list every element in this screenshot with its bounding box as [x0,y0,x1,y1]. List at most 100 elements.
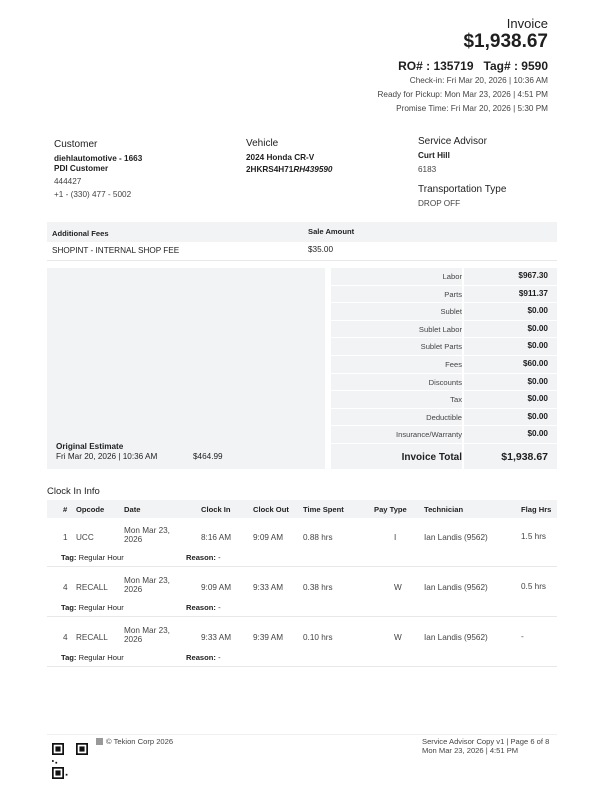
printed-time: Mon Mar 23, 2026 | 4:51 PM [422,746,519,755]
clock-num: 4 [63,583,68,592]
totals-label-cell [331,338,462,355]
totals-value-cell [464,268,557,285]
fees-col-amount: Sale Amount [308,227,355,236]
clock-in: 8:16 AM [201,533,232,542]
clock-num: 1 [63,533,68,542]
totals-value: $60.00 [522,359,548,368]
vehicle-model: 2024 Honda CR-V [246,153,315,162]
clock-spent: 0.88 hrs [303,533,333,542]
tag-value: Regular Hour [78,603,124,612]
clock-tech: Ian Landis (9562) [424,633,488,642]
vehicle-heading: Vehicle [246,138,279,149]
estimate-panel: Original Estimate Fri Mar 20, 2026 | 10:… [47,268,325,469]
customer-heading: Customer [54,139,98,150]
totals-value: $0.00 [527,394,549,404]
clock-opcode: UCC [76,533,94,542]
clock-pay: W [394,633,402,642]
estimate-label: Original Estimate [56,442,124,451]
clock-col-header: # [63,505,68,514]
clock-tech: Ian Landis (9562) [424,583,488,592]
clock-out: 9:09 AM [253,533,284,542]
row-divider [47,616,557,617]
clock-tag: Tag: Regular Hour [61,603,124,612]
vin-prefix: 2HKRS4H71 [246,165,294,174]
qr-code [52,743,88,779]
totals-value-cell [464,356,557,373]
clock-num: 4 [63,633,68,642]
totals-value: $0.00 [527,411,549,421]
tekion-logo-icon [96,738,103,745]
clock-date2: 2026 [124,535,143,544]
copy-page: Service Advisor Copy v1 | Page 6 of 8 [422,737,550,746]
totals-row: Sublet Parts $0.00 [331,338,557,355]
totals-value: $911.37 [518,288,548,298]
reason-value: - [218,653,221,662]
clock-flag: 1.5 hrs [521,532,547,541]
totals-value-cell [464,303,557,320]
tag-number: Tag# : 9590 [483,59,548,73]
totals-value-cell [464,338,557,355]
clock-row: 1 UCC Mon Mar 23, 2026 8:16 AM 9:09 AM 0.88 hr… [47,520,557,567]
totals-value-cell [464,426,557,443]
totals-label-cell [331,303,462,320]
clock-date1: Mon Mar 23, [124,576,170,585]
clock-tag: Tag: Regular Hour [61,653,124,662]
transport-heading: Transportation Type [418,184,507,195]
clock-pay: W [394,583,402,592]
totals-value: $0.00 [527,306,549,316]
totals-value: $0.00 [527,429,549,439]
estimate-date: Fri Mar 20, 2026 | 10:36 AM [56,452,158,461]
clock-col-header: Date [124,505,141,514]
totals-value: $0.00 [527,341,549,351]
clock-tech: Ian Landis (9562) [424,533,488,542]
clock-spent: 0.38 hrs [303,583,333,592]
clock-tag: Tag: Regular Hour [61,553,124,562]
clock-spent: 0.10 hrs [303,633,333,642]
totals-value-cell [464,373,557,391]
totals-value-cell [464,408,557,426]
invoice-total-label: Invoice Total [401,452,462,463]
clock-header: # Opcode Date Clock In Clock Out Time Spent Pa… [47,500,557,518]
invoice-total-value: $1,938.67 [501,451,548,463]
totals-value: $0.00 [527,376,549,386]
clock-col-header: Technician [424,505,464,514]
totals-row: Parts $911.37 [331,285,557,303]
fee-name: SHOPINT - INTERNAL SHOP FEE [52,246,180,255]
fees-col-name: Additional Fees [52,229,109,238]
reason-label: Reason: [186,653,216,662]
customer-name: diehlautomotive - 1663 [54,154,143,163]
tag-label: Tag: [61,653,77,662]
clock-col-header: Clock In [201,505,231,514]
totals-value-cell [464,391,557,408]
clock-out: 9:33 AM [253,583,284,592]
clock-col-header: Clock Out [253,505,289,514]
estimate-amount: $464.99 [193,452,223,461]
totals-label-cell [331,268,462,285]
totals-row: Sublet $0.00 [331,303,557,320]
totals-label: Sublet Labor [418,324,462,334]
totals-row: Tax $0.00 [331,391,557,408]
advisor-name: Curt Hill [418,151,450,160]
clock-opcode: RECALL [76,583,108,592]
totals-label: Insurance/Warranty [396,430,462,440]
tag-label: Tag: [61,553,77,562]
totals-label-cell [331,320,462,338]
copyright: © Tekion Corp 2026 [106,737,174,746]
totals-value: $0.00 [527,323,549,333]
fee-amount: $35.00 [308,245,334,254]
tag-value: Regular Hour [78,653,124,662]
customer-phone: +1 - (330) 477 - 5002 [54,190,132,199]
reason-value: - [218,553,221,562]
customer-number: 444427 [54,177,82,186]
totals-row: Deductible $0.00 [331,408,557,426]
clock-col-header: Flag Hrs [521,505,552,514]
totals-label-cell [331,408,462,426]
invoice-total-row: Invoice Total $1,938.67 [331,444,557,469]
advisor-id: 6183 [418,165,437,174]
ro-tag: RO# : 135719 Tag# : 9590 [398,59,548,73]
ready-time: Ready for Pickup: Mon Mar 23, 2026 | 4:5… [377,90,548,99]
vehicle-vin: 2HKRS4H71RH439590 [246,165,332,174]
totals-label-cell [331,391,462,408]
totals-row: Labor $967.30 [331,268,557,285]
totals-value-cell [464,444,557,469]
